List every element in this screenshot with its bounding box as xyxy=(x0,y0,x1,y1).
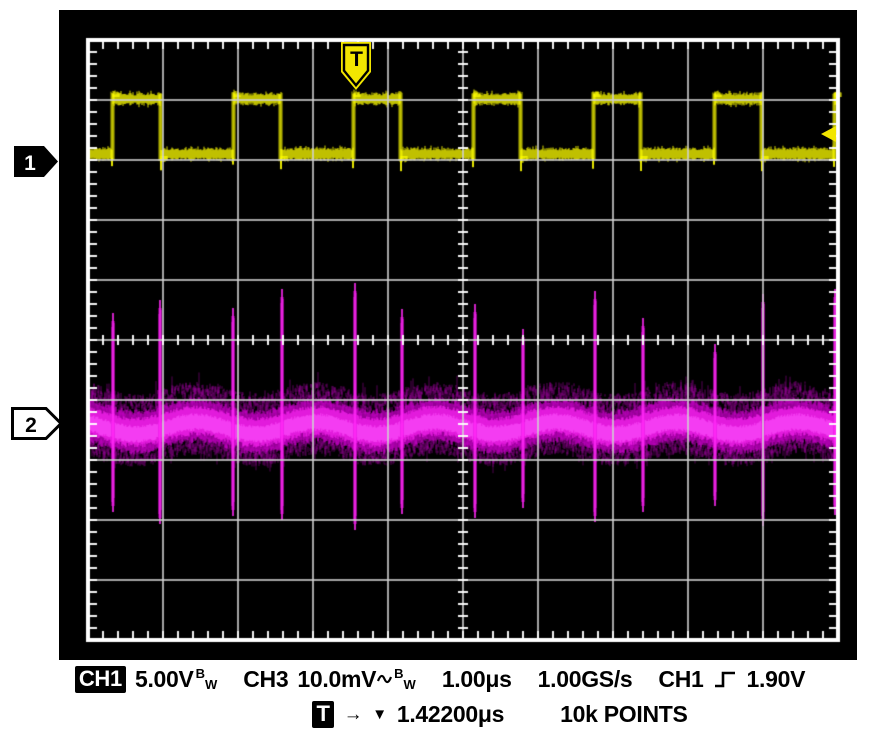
trigger-marker-label: T xyxy=(350,48,363,71)
trigger-delay-readout: 1.42200μs xyxy=(396,701,505,727)
bandwidth-limit-sub: W xyxy=(204,677,218,692)
ch3-label: CH3 xyxy=(243,666,289,692)
trigger-marker-shape xyxy=(341,42,371,90)
trigger-source: CH1 xyxy=(658,666,704,692)
scope-display xyxy=(59,10,857,660)
ch3-scale: 10.0mV BW xyxy=(297,666,416,692)
rising-edge-icon xyxy=(714,671,735,688)
trigger-level-arrow-icon xyxy=(821,126,836,142)
timebase-readout: 1.00μs xyxy=(441,666,512,692)
ch3-ground-marker: 2 xyxy=(11,407,64,440)
sample-rate-readout: 1.00GS/s xyxy=(537,666,633,692)
trigger-readout: CH1 1.90V xyxy=(658,666,805,693)
ch3-readout: CH3 10.0mV BW xyxy=(243,666,416,693)
record-length-readout: 10k POINTS xyxy=(560,701,688,727)
sine-coupling-icon xyxy=(377,674,393,684)
right-arrow-icon: → xyxy=(343,703,363,725)
trigger-position-marker: T xyxy=(341,42,371,90)
ch1-marker-label: 1 xyxy=(24,152,36,175)
readout-line2: T → ▼ 1.42200μs 10k POINTS xyxy=(60,701,880,728)
down-triangle-icon: ▼ xyxy=(372,706,387,723)
trigger-level: 1.90V xyxy=(746,666,806,692)
ch1-scale: 5.00V BW xyxy=(134,666,218,692)
ch1-readout: CH1 5.00V BW xyxy=(74,666,218,693)
ch3-marker-label: 2 xyxy=(25,414,37,437)
ch1-badge: CH1 xyxy=(74,666,126,693)
bandwidth-limit-sup: B xyxy=(195,666,205,681)
scope-bezel xyxy=(59,10,857,660)
readout-line1: CH1 5.00V BW CH3 10.0mV BW 1.00μs 1.00GS/s… xyxy=(0,666,880,693)
ch1-ground-marker: 1 xyxy=(14,146,58,177)
trigger-time-badge: T xyxy=(312,701,334,728)
